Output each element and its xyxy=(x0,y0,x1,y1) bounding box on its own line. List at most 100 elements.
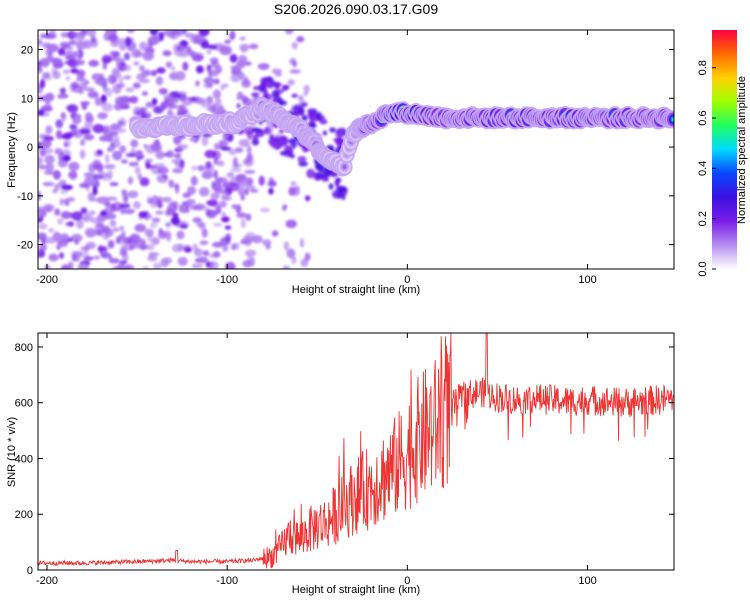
noise-blob xyxy=(163,30,173,36)
streak-blob xyxy=(251,92,260,98)
noise-blob xyxy=(109,220,117,227)
noise-blob xyxy=(137,245,149,250)
noise-blob xyxy=(202,250,210,256)
noise-blob xyxy=(93,255,100,260)
noise-blob xyxy=(215,65,223,74)
noise-blob xyxy=(113,57,126,63)
noise-blob xyxy=(52,57,63,63)
noise-blob xyxy=(192,217,202,223)
noise-blob xyxy=(133,201,141,210)
noise-blob xyxy=(45,236,57,244)
noise-blob xyxy=(55,119,64,129)
noise-blob xyxy=(92,123,105,134)
noise-blob xyxy=(153,262,162,269)
noise-blob xyxy=(100,94,107,103)
noise-blob xyxy=(286,248,296,259)
noise-blob xyxy=(76,76,86,82)
noise-blob xyxy=(119,260,127,265)
noise-blob xyxy=(224,39,231,45)
noise-blob xyxy=(151,217,161,223)
noise-blob xyxy=(139,78,151,84)
noise-blob xyxy=(296,36,305,43)
noise-blob xyxy=(60,265,70,269)
noise-blob xyxy=(71,211,83,221)
noise-blob xyxy=(119,225,125,231)
noise-blob xyxy=(96,163,104,173)
noise-blob xyxy=(212,241,224,248)
noise-blob xyxy=(105,153,110,164)
streak-blob xyxy=(270,141,280,149)
noise-blob xyxy=(60,32,69,38)
noise-blob xyxy=(206,96,214,105)
noise-blob xyxy=(183,247,192,253)
noise-blob xyxy=(285,219,297,229)
noise-blob xyxy=(162,50,172,57)
noise-blob xyxy=(114,69,121,79)
noise-blob xyxy=(90,217,101,224)
noise-blob xyxy=(283,241,290,251)
noise-blob xyxy=(80,149,86,159)
noise-blob xyxy=(53,170,61,180)
noise-blob xyxy=(173,203,178,209)
y-tick-label: 800 xyxy=(15,342,33,354)
noise-blob xyxy=(119,145,127,153)
noise-blob xyxy=(201,170,213,180)
noise-blob xyxy=(139,65,145,72)
noise-blob xyxy=(104,163,116,170)
noise-blob xyxy=(40,105,53,112)
noise-blob xyxy=(271,230,279,237)
noise-blob xyxy=(151,98,158,106)
noise-blob xyxy=(224,225,232,230)
noise-blob xyxy=(140,107,148,112)
noise-blob xyxy=(197,165,206,172)
noise-blob xyxy=(121,230,126,239)
noise-blob xyxy=(282,204,288,209)
noise-blob xyxy=(158,31,164,42)
noise-blob xyxy=(75,114,82,120)
noise-blob xyxy=(213,222,223,227)
noise-blob xyxy=(177,91,187,96)
noise-blob xyxy=(210,103,218,113)
noise-blob xyxy=(221,216,230,223)
noise-blob xyxy=(245,232,256,240)
noise-blob xyxy=(70,68,79,74)
noise-blob xyxy=(173,135,182,145)
noise-blob xyxy=(230,65,241,71)
noise-blob xyxy=(115,236,121,244)
snr-y-label: SNR (10 * v/v) xyxy=(6,417,18,487)
streak-blob xyxy=(334,179,340,186)
noise-blob xyxy=(237,187,246,196)
noise-blob xyxy=(101,225,111,234)
noise-blob xyxy=(240,218,246,228)
noise-blob xyxy=(206,49,212,55)
noise-blob xyxy=(38,38,43,47)
spectrogram-x-ticks: -200 -100 0 100 xyxy=(36,30,597,286)
noise-blob xyxy=(229,54,238,63)
noise-blob xyxy=(140,70,147,79)
noise-blob xyxy=(224,261,236,269)
noise-blob xyxy=(237,180,247,187)
noise-blob xyxy=(66,104,79,113)
noise-blob xyxy=(51,67,58,76)
noise-blob xyxy=(229,32,235,41)
noise-blob xyxy=(303,84,311,93)
noise-blob xyxy=(155,210,165,215)
noise-blob xyxy=(268,187,274,195)
noise-blob xyxy=(132,82,141,89)
x-tick-label: -200 xyxy=(36,575,58,587)
noise-blob xyxy=(112,150,123,161)
noise-blob xyxy=(139,177,150,187)
noise-blob xyxy=(178,50,189,58)
noise-blob xyxy=(164,257,173,264)
noise-blob xyxy=(291,41,298,50)
spectrogram-y-label: Frequency (Hz) xyxy=(6,112,18,188)
noise-blob xyxy=(112,227,120,233)
noise-blob xyxy=(88,162,96,173)
noise-blob xyxy=(81,103,88,110)
noise-blob xyxy=(102,61,108,70)
noise-blob xyxy=(172,212,179,217)
noise-blob xyxy=(101,102,113,112)
noise-blob xyxy=(42,42,51,49)
noise-blob xyxy=(206,102,212,112)
noise-blob xyxy=(238,139,251,147)
